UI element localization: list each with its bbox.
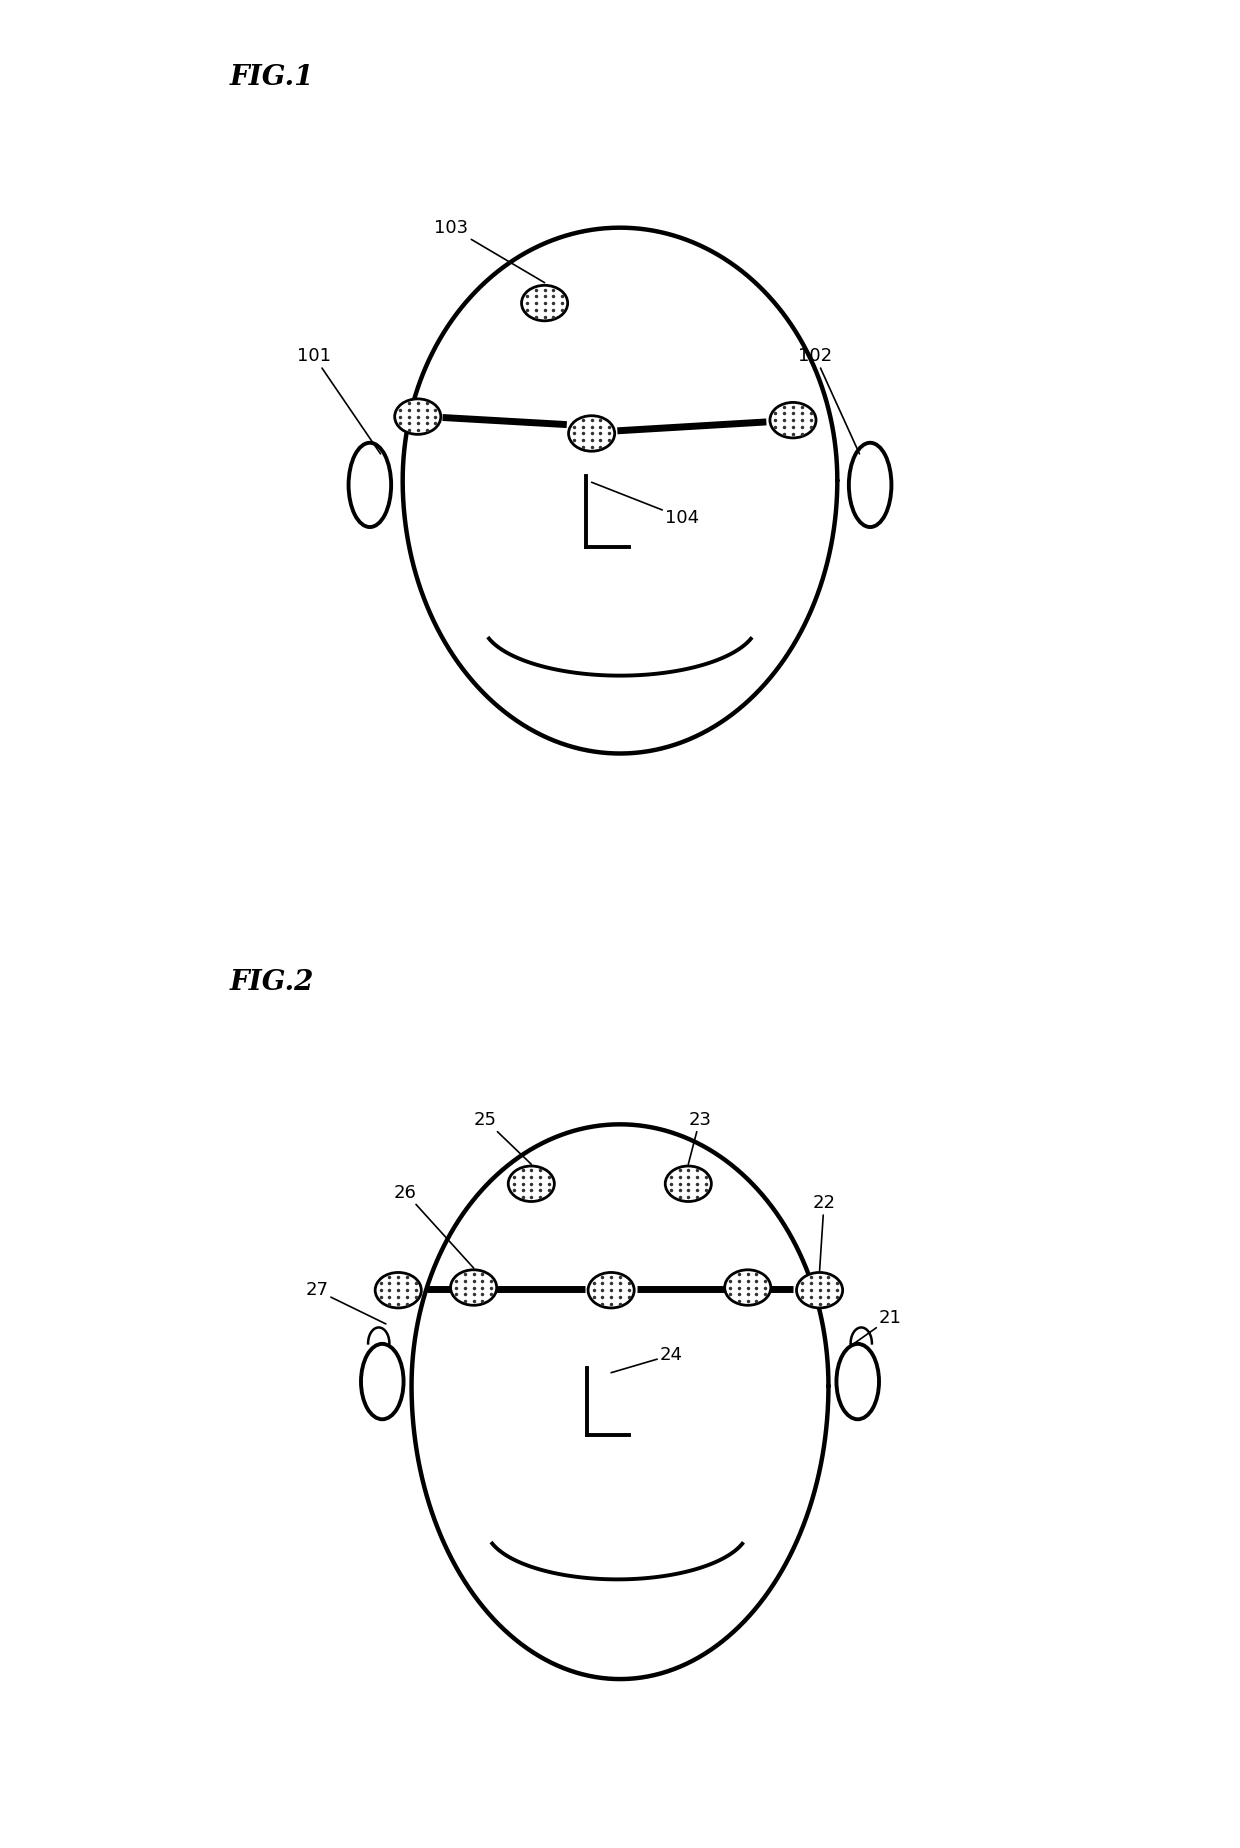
Ellipse shape bbox=[724, 1270, 771, 1305]
Text: FIG.1: FIG.1 bbox=[229, 63, 314, 91]
Ellipse shape bbox=[665, 1166, 712, 1201]
Ellipse shape bbox=[522, 285, 568, 322]
Ellipse shape bbox=[348, 444, 391, 527]
Ellipse shape bbox=[849, 444, 892, 527]
Text: 27: 27 bbox=[305, 1281, 386, 1323]
Text: 101: 101 bbox=[296, 347, 381, 455]
Text: 22: 22 bbox=[812, 1194, 836, 1271]
Ellipse shape bbox=[796, 1273, 843, 1308]
Ellipse shape bbox=[361, 1343, 403, 1419]
Ellipse shape bbox=[837, 1343, 879, 1419]
Ellipse shape bbox=[450, 1270, 497, 1305]
Ellipse shape bbox=[376, 1273, 422, 1308]
Text: 24: 24 bbox=[611, 1345, 683, 1373]
Ellipse shape bbox=[588, 1273, 634, 1308]
Text: 23: 23 bbox=[688, 1111, 712, 1164]
Text: 104: 104 bbox=[591, 482, 699, 527]
Text: FIG.2: FIG.2 bbox=[229, 968, 314, 996]
Ellipse shape bbox=[394, 399, 440, 434]
Text: 21: 21 bbox=[854, 1308, 901, 1343]
Ellipse shape bbox=[569, 416, 615, 451]
Text: 103: 103 bbox=[434, 218, 544, 283]
Text: 26: 26 bbox=[394, 1183, 474, 1268]
Ellipse shape bbox=[770, 403, 816, 438]
Text: 25: 25 bbox=[474, 1111, 531, 1164]
Text: 102: 102 bbox=[799, 347, 859, 455]
Ellipse shape bbox=[508, 1166, 554, 1201]
